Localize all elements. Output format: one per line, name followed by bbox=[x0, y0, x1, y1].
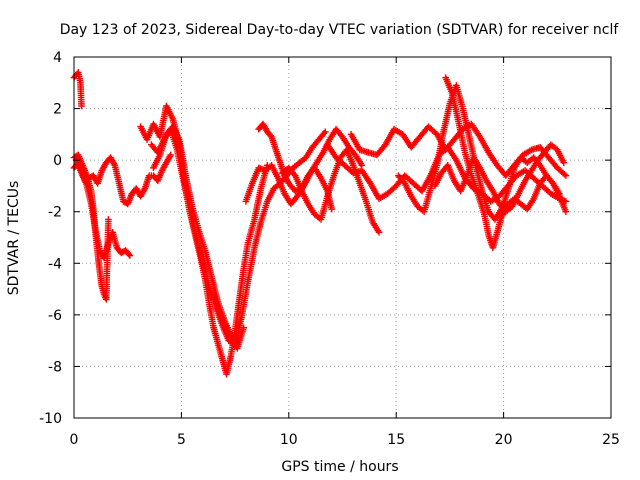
x-tick-label: 15 bbox=[387, 432, 405, 448]
x-tick-label: 5 bbox=[177, 432, 186, 448]
data-point bbox=[105, 216, 112, 223]
data-point bbox=[322, 128, 329, 136]
y-tick-label: -10 bbox=[39, 411, 62, 427]
data-point bbox=[125, 250, 133, 258]
series-arc-6 bbox=[148, 125, 329, 347]
x-tick-label: 10 bbox=[280, 432, 298, 448]
x-tick-label: 25 bbox=[602, 432, 620, 448]
data-point bbox=[562, 208, 570, 216]
grid-lines bbox=[74, 57, 611, 418]
data-series bbox=[70, 69, 570, 378]
y-tick-label: -6 bbox=[48, 308, 62, 324]
series-arc-3 bbox=[70, 151, 112, 303]
axis-ticks: 0 5 10 15 20 25 -10 -8 -6 -4 -2 0 2 4 bbox=[39, 50, 620, 448]
y-tick-label: 2 bbox=[53, 102, 62, 118]
y-tick-label: -2 bbox=[48, 205, 62, 221]
data-point bbox=[78, 102, 85, 110]
data-point bbox=[328, 205, 336, 213]
x-tick-label: 20 bbox=[495, 432, 513, 448]
chart-title: Day 123 of 2023, Sidereal Day-to-day VTE… bbox=[60, 22, 620, 38]
data-point bbox=[167, 151, 174, 159]
x-tick-label: 0 bbox=[70, 432, 79, 448]
data-point bbox=[560, 159, 568, 167]
series-arc-1 bbox=[70, 69, 85, 110]
series-arc-4 bbox=[72, 151, 174, 208]
x-axis-label: GPS time / hours bbox=[281, 459, 398, 475]
series-arc-7 bbox=[150, 123, 247, 352]
data-point bbox=[375, 229, 383, 236]
y-tick-label: 0 bbox=[53, 153, 62, 169]
data-point bbox=[240, 324, 247, 332]
series-arc-15 bbox=[431, 141, 568, 216]
y-tick-label: -4 bbox=[48, 256, 62, 272]
y-tick-label: 4 bbox=[53, 50, 62, 66]
y-axis-label: SDTVAR / TECUs bbox=[6, 181, 22, 296]
plot-frame bbox=[73, 56, 612, 419]
data-point bbox=[561, 171, 568, 178]
data-point bbox=[562, 172, 570, 179]
data-point bbox=[126, 252, 134, 259]
y-tick-label: -8 bbox=[48, 359, 62, 375]
